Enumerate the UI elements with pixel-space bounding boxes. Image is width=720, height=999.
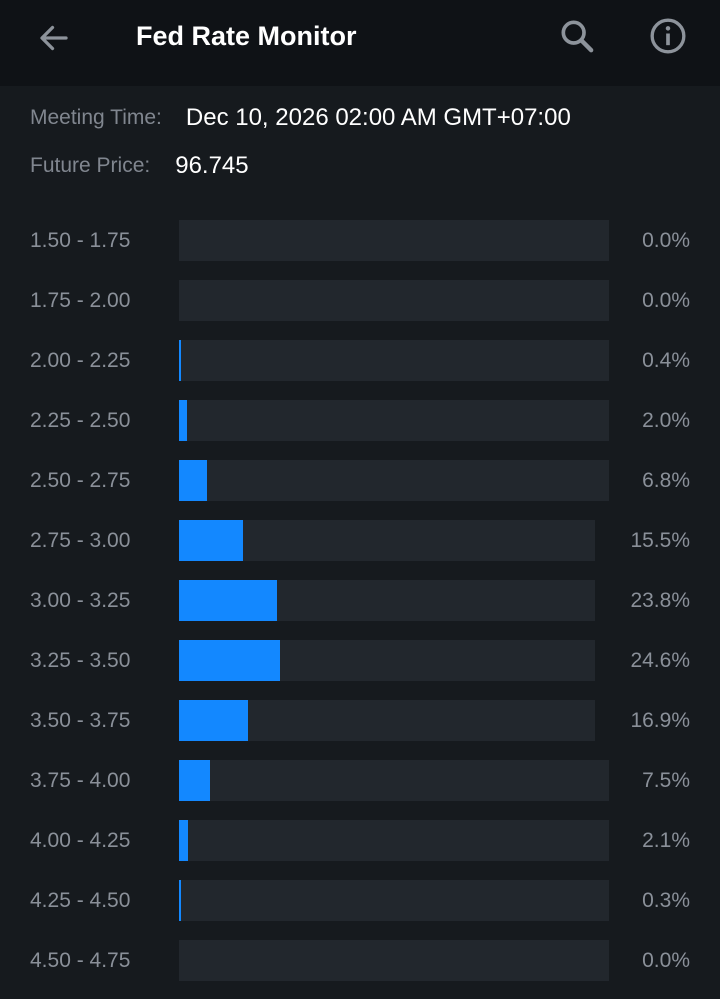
rate-range-row: 1.50 - 1.75 0.0% [0,220,720,261]
probability-bar-track [179,460,609,501]
probability-bar-track [179,520,595,561]
rate-range-row: 3.50 - 3.75 16.9% [0,700,720,741]
search-icon [561,20,594,53]
rate-range-row: 2.25 - 2.50 2.0% [0,400,720,441]
probability-value-label: 15.5% [630,529,690,552]
probability-value-label: 24.6% [630,649,690,672]
probability-bar [179,760,210,801]
meeting-time-row: Meeting Time: Dec 10, 2026 02:00 AM GMT+… [30,101,571,135]
app-bar: Fed Rate Monitor [0,0,720,86]
probability-bar-track [179,280,609,321]
probability-bar [179,640,280,681]
rate-range-label: 2.50 - 2.75 [30,469,131,492]
rate-range-label: 4.50 - 4.75 [30,949,131,972]
info-icon [650,18,686,54]
rate-range-label: 4.00 - 4.25 [30,829,131,852]
rate-range-label: 2.00 - 2.25 [30,349,131,372]
probability-bar-track [179,400,609,441]
future-price-row: Future Price: 96.745 [30,149,249,183]
rate-range-label: 2.25 - 2.50 [30,409,131,432]
probability-bar-track [179,580,595,621]
probability-bar-track [179,640,595,681]
probability-value-label: 23.8% [630,589,690,612]
rate-range-label: 2.75 - 3.00 [30,529,131,552]
probability-bar [179,820,188,861]
probability-bar-track [179,880,609,921]
probability-bar-track [179,820,609,861]
arrow-left-icon [40,25,68,51]
rate-range-row: 1.75 - 2.00 0.0% [0,280,720,321]
probability-bar-track [179,760,609,801]
probability-value-label: 0.4% [642,349,690,372]
meeting-time-label: Meeting Time: [30,106,162,129]
rate-range-row: 3.75 - 4.00 7.5% [0,760,720,801]
rate-range-row: 2.00 - 2.25 0.4% [0,340,720,381]
probability-bar [179,580,277,621]
probability-bar-track [179,340,609,381]
probability-bar-track [179,940,609,981]
rate-range-row: 2.50 - 2.75 6.8% [0,460,720,501]
rate-range-row: 3.25 - 3.50 24.6% [0,640,720,681]
probability-value-label: 0.0% [642,229,690,252]
probability-bar [179,880,181,921]
meeting-time-value: Dec 10, 2026 02:00 AM GMT+07:00 [185,104,571,131]
rate-range-label: 3.75 - 4.00 [30,769,131,792]
search-button[interactable] [553,12,601,60]
probability-value-label: 0.0% [642,949,690,972]
rate-range-label: 4.25 - 4.50 [30,889,131,912]
rate-range-row: 4.25 - 4.50 0.3% [0,880,720,921]
rate-range-row: 3.00 - 3.25 23.8% [0,580,720,621]
back-button[interactable] [30,14,78,62]
rate-range-label: 1.75 - 2.00 [30,289,131,312]
probability-value-label: 2.1% [642,829,690,852]
probability-bar [179,400,188,441]
rate-range-label: 3.00 - 3.25 [30,589,131,612]
probability-value-label: 2.0% [642,409,690,432]
probability-bar [179,340,181,381]
rate-range-row: 4.50 - 4.75 0.0% [0,940,720,981]
probability-value-label: 0.0% [642,289,690,312]
future-price-label: Future Price: [30,154,151,177]
probability-value-label: 6.8% [642,469,690,492]
probability-bar-track [179,700,595,741]
rate-range-label: 1.50 - 1.75 [30,229,131,252]
probability-value-label: 7.5% [642,769,690,792]
info-button[interactable] [644,12,692,60]
future-price-value: 96.745 [175,152,249,179]
rate-range-row: 2.75 - 3.00 15.5% [0,520,720,561]
probability-bar [179,460,207,501]
probability-bar [179,700,249,741]
probability-value-label: 0.3% [642,889,690,912]
probability-bar-track [179,220,609,261]
page-title: Fed Rate Monitor [136,21,357,51]
probability-bar [179,520,243,561]
probability-value-label: 16.9% [630,709,690,732]
rate-range-label: 3.50 - 3.75 [30,709,131,732]
rate-range-row: 4.00 - 4.25 2.1% [0,820,720,861]
rate-range-label: 3.25 - 3.50 [30,649,131,672]
